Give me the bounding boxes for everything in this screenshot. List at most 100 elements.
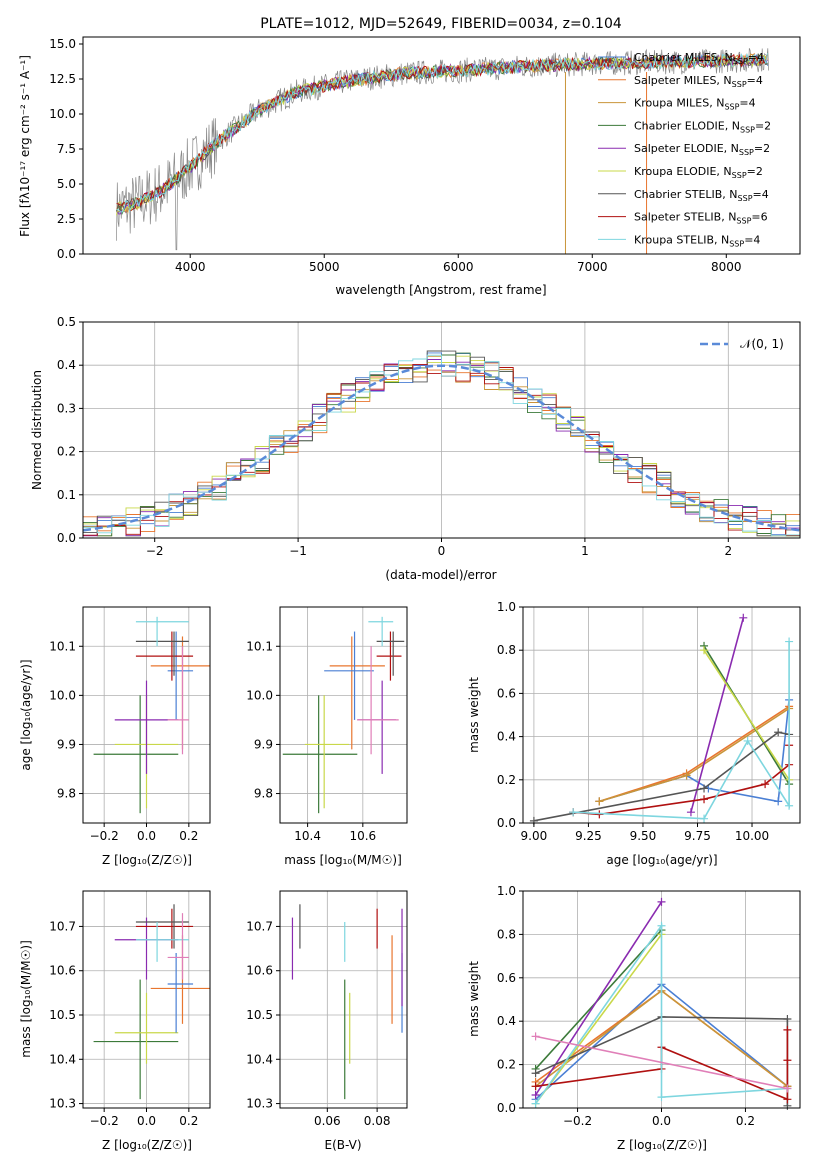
x-tick-label: 0.2 bbox=[736, 1114, 755, 1128]
weight-marker-selodie bbox=[739, 613, 748, 622]
legend-count: =4 bbox=[748, 51, 764, 64]
weight-marker-selodie bbox=[531, 1090, 540, 1099]
y-tick-label: 10.1 bbox=[246, 639, 273, 653]
y-tick-label: 10.5 bbox=[49, 1008, 76, 1022]
y-tick-label: 9.9 bbox=[57, 737, 76, 751]
ebv-mass-xlabel: E(B-V) bbox=[324, 1138, 361, 1152]
grid-layer bbox=[83, 321, 800, 1109]
y-tick-label: 0.0 bbox=[497, 1101, 516, 1115]
y-tick-label: 0.2 bbox=[57, 445, 76, 459]
weight-line-kmiles bbox=[599, 707, 790, 803]
axes-frame bbox=[82, 36, 801, 255]
weight-marker-kstelib bbox=[657, 1093, 666, 1102]
weight-line-sstelib bbox=[535, 1029, 789, 1101]
weight-line-selodie2 bbox=[535, 1035, 788, 1090]
y-tick-label: 0.2 bbox=[497, 1058, 516, 1072]
x-tick-label: 10.00 bbox=[735, 829, 769, 843]
y-tick-label: 0.4 bbox=[497, 730, 516, 744]
x-tick-label: 4000 bbox=[175, 260, 206, 274]
legend-entry: Chabrier MILES, NSSP=4 bbox=[634, 51, 764, 66]
weight-marker-cstelib bbox=[531, 1069, 540, 1078]
legend-entry: Chabrier ELODIE, NSSP=2 bbox=[634, 119, 771, 134]
model-spectrum-kstelib bbox=[116, 53, 769, 213]
legend-count: =4 bbox=[739, 97, 755, 110]
legend-entry: Salpeter STELIB, NSSP=6 bbox=[634, 211, 768, 226]
y-tick-label: 0.6 bbox=[497, 686, 516, 700]
y-tick-label: 0.5 bbox=[57, 315, 76, 329]
z-weight-xlabel: Z [log₁₀(Z/Z☉)] bbox=[617, 1138, 707, 1152]
y-tick-label: 10.6 bbox=[246, 964, 273, 978]
weight-marker-cstelib bbox=[700, 784, 709, 793]
x-tick-label: 1 bbox=[581, 544, 589, 558]
histograms bbox=[83, 350, 800, 537]
residual-histogram-cstelib bbox=[83, 350, 800, 537]
legend-count: =2 bbox=[755, 119, 771, 132]
legend-subscript: SSP bbox=[738, 194, 753, 203]
spectrum-ylabel: Flux [fλ10⁻¹⁷ erg cm⁻² s⁻¹ A⁻¹] bbox=[18, 55, 32, 237]
spectrum-xlabel: wavelength [Angstrom, rest frame] bbox=[335, 283, 546, 297]
age-weight-ylabel: mass weight bbox=[467, 677, 481, 753]
weight-marker-selodie2 bbox=[783, 1084, 792, 1093]
weight-line-smiles bbox=[599, 705, 790, 803]
x-tick-label: 9.75 bbox=[684, 829, 711, 843]
weight-marker-kstelib bbox=[743, 736, 752, 745]
legend-count: =2 bbox=[747, 165, 763, 178]
weight-line-selodie bbox=[534, 901, 663, 1096]
legend-count: =2 bbox=[754, 142, 770, 155]
y-tick-label: 10.3 bbox=[246, 1097, 273, 1111]
axes-frame bbox=[279, 890, 408, 1109]
y-tick-label: 9.8 bbox=[57, 787, 76, 801]
residual-histogram-kmiles bbox=[83, 355, 800, 537]
legend-subscript: SSP bbox=[739, 148, 754, 157]
legend-subscript: SSP bbox=[740, 125, 755, 134]
normal-legend-label: 𝒩(0, 1) bbox=[740, 337, 784, 351]
weight-marker-kstelib bbox=[569, 808, 578, 817]
y-tick-label: 10.5 bbox=[246, 1008, 273, 1022]
data-layer bbox=[83, 48, 800, 1110]
legend-entry: Kroupa ELODIE, NSSP=2 bbox=[634, 165, 763, 180]
normal-curve bbox=[83, 364, 800, 532]
z-mass-xlabel: Z [log₁₀(Z/Z☉)] bbox=[102, 1138, 192, 1152]
weight-marker-kstelib bbox=[785, 637, 794, 646]
weight-marker-kstelib bbox=[700, 814, 709, 823]
y-tick-label: 15.0 bbox=[49, 37, 76, 51]
x-tick-label: −0.2 bbox=[90, 829, 119, 843]
weight-marker-selodie2 bbox=[531, 1032, 540, 1041]
legend-subscript: SSP bbox=[732, 171, 747, 180]
y-tick-label: 0.0 bbox=[57, 531, 76, 545]
weight-line-kstelib bbox=[534, 923, 788, 1105]
z-age-ylabel: age [log₁₀(age/yr)] bbox=[19, 659, 33, 770]
y-tick-label: 10.1 bbox=[49, 639, 76, 653]
weight-marker-kelodie bbox=[700, 646, 709, 655]
axes-layer: 4000 5000 6000 7000 80000.02.55.07.510.012.5… bbox=[49, 36, 801, 1128]
legend-entry: Salpeter ELODIE, NSSP=2 bbox=[634, 142, 770, 157]
weight-marker-kmiles bbox=[682, 771, 691, 780]
legend-subscript: SSP bbox=[724, 103, 739, 112]
x-tick-label: 0 bbox=[438, 544, 446, 558]
y-tick-label: 10.7 bbox=[49, 919, 76, 933]
axes-frame bbox=[522, 606, 801, 824]
y-tick-label: 10.6 bbox=[49, 964, 76, 978]
x-tick-label: −0.2 bbox=[563, 1114, 592, 1128]
x-tick-label: 7000 bbox=[577, 260, 608, 274]
x-tick-label: −0.2 bbox=[90, 1114, 119, 1128]
legend-entry: Kroupa STELIB, NSSP=4 bbox=[634, 233, 760, 248]
x-tick-label: −2 bbox=[146, 544, 164, 558]
weight-marker-cstelib bbox=[774, 728, 783, 737]
legend-count: =6 bbox=[751, 211, 767, 224]
y-tick-label: 0.2 bbox=[497, 773, 516, 787]
weight-marker-sstelib bbox=[531, 1082, 540, 1091]
z-mass-ylabel: mass [log₁₀(M/M☉)] bbox=[19, 940, 33, 1058]
x-tick-label: 10.4 bbox=[294, 829, 321, 843]
y-tick-label: 10.0 bbox=[49, 688, 76, 702]
mass-age-xlabel: mass [log₁₀(M/M☉)] bbox=[284, 853, 402, 867]
x-tick-label: 0.06 bbox=[314, 1114, 341, 1128]
x-tick-label: 2 bbox=[724, 544, 732, 558]
legend-subscript: SSP bbox=[729, 239, 744, 248]
z-age-xlabel: Z [log₁₀(Z/Z☉)] bbox=[102, 853, 192, 867]
x-tick-label: 5000 bbox=[309, 260, 340, 274]
x-tick-label: 0.0 bbox=[652, 1114, 671, 1128]
y-tick-label: 0.4 bbox=[57, 358, 76, 372]
x-tick-label: 9.25 bbox=[575, 829, 602, 843]
